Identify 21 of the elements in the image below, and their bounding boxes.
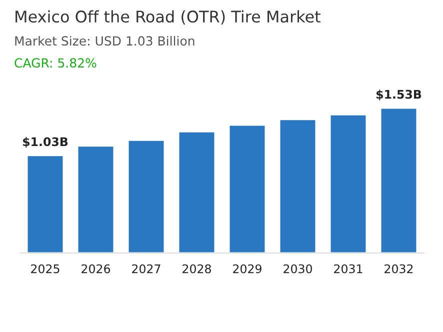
x-tick-label: 2026 bbox=[82, 264, 110, 274]
x-tick-label: 2027 bbox=[132, 264, 160, 274]
x-tick-label: 2032 bbox=[384, 264, 413, 274]
data-label: $1.53B bbox=[376, 90, 422, 100]
x-tick-label: 2031 bbox=[334, 264, 362, 274]
x-tick-label: 2028 bbox=[182, 264, 211, 274]
chart-title: Mexico Off the Road (OTR) Tire Market bbox=[16, 10, 320, 25]
bar bbox=[127, 140, 166, 253]
x-tick-label: 2030 bbox=[284, 264, 312, 274]
bar bbox=[228, 124, 266, 253]
x-tick-label: 2029 bbox=[233, 264, 262, 274]
bar bbox=[380, 108, 418, 253]
data-label: $1.03B bbox=[23, 137, 68, 148]
bar bbox=[76, 145, 115, 253]
chart-subtitle: Market Size: USD 1.03 Billion bbox=[15, 36, 194, 46]
bar bbox=[178, 131, 216, 253]
bar bbox=[329, 114, 368, 253]
text: CAGR: 5.82% bbox=[14, 58, 96, 68]
bar bbox=[278, 118, 317, 253]
x-tick-label: 2025 bbox=[31, 264, 60, 274]
bar bbox=[26, 154, 64, 253]
